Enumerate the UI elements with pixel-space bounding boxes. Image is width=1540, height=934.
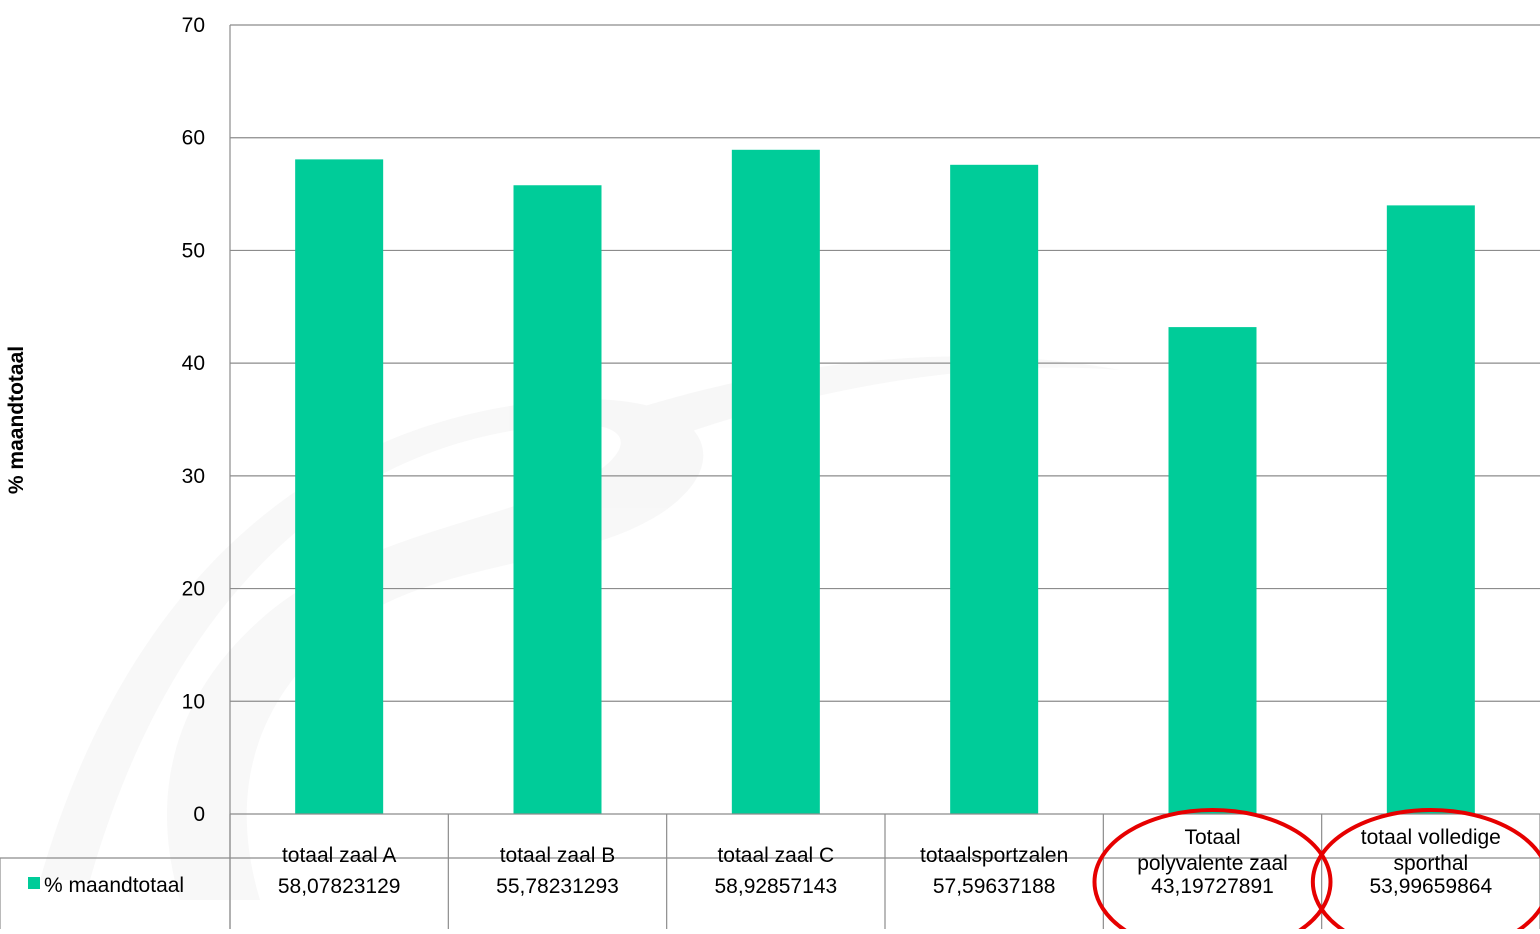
data-label: 53,99659864 bbox=[1370, 875, 1493, 898]
axes bbox=[230, 25, 1540, 929]
x-tick-label: totaal volledige bbox=[1361, 826, 1501, 849]
gridlines bbox=[230, 25, 1540, 701]
bar bbox=[732, 150, 820, 814]
y-tick-label: 10 bbox=[182, 690, 205, 713]
data-label: 57,59637188 bbox=[933, 875, 1056, 898]
y-tick-label: 30 bbox=[182, 465, 205, 488]
legend-swatch bbox=[28, 877, 40, 889]
y-tick-label: 40 bbox=[182, 352, 205, 375]
y-tick-labels: 0 10 20 30 40 50 60 70 bbox=[182, 14, 205, 826]
x-tick-label: polyvalente zaal bbox=[1137, 852, 1288, 875]
bar bbox=[1387, 205, 1475, 814]
x-tick-label: sporthal bbox=[1393, 852, 1468, 875]
data-label: 55,78231293 bbox=[496, 875, 619, 898]
x-tick-label: totaal zaal B bbox=[500, 844, 616, 867]
y-tick-label: 70 bbox=[182, 14, 205, 37]
x-tick-label: totaal zaal A bbox=[282, 844, 396, 867]
x-tick-label: totaalsportzalen bbox=[920, 844, 1068, 867]
x-tick-label: Totaal bbox=[1184, 826, 1240, 849]
bar bbox=[295, 159, 383, 814]
bar bbox=[950, 165, 1038, 814]
bar bbox=[1169, 327, 1257, 814]
bars bbox=[295, 150, 1475, 814]
bar bbox=[514, 185, 602, 814]
data-label: 43,19727891 bbox=[1151, 875, 1274, 898]
data-label: 58,07823129 bbox=[278, 875, 401, 898]
x-tick-label: totaal zaal C bbox=[717, 844, 834, 867]
legend-label: % maandtotaal bbox=[44, 874, 184, 897]
y-tick-label: 50 bbox=[182, 239, 205, 262]
y-tick-label: 20 bbox=[182, 578, 205, 601]
data-label: 58,92857143 bbox=[715, 875, 838, 898]
y-tick-label: 60 bbox=[182, 127, 205, 150]
y-axis-label: % maandtotaal bbox=[5, 346, 28, 494]
y-tick-label: 0 bbox=[193, 803, 205, 826]
